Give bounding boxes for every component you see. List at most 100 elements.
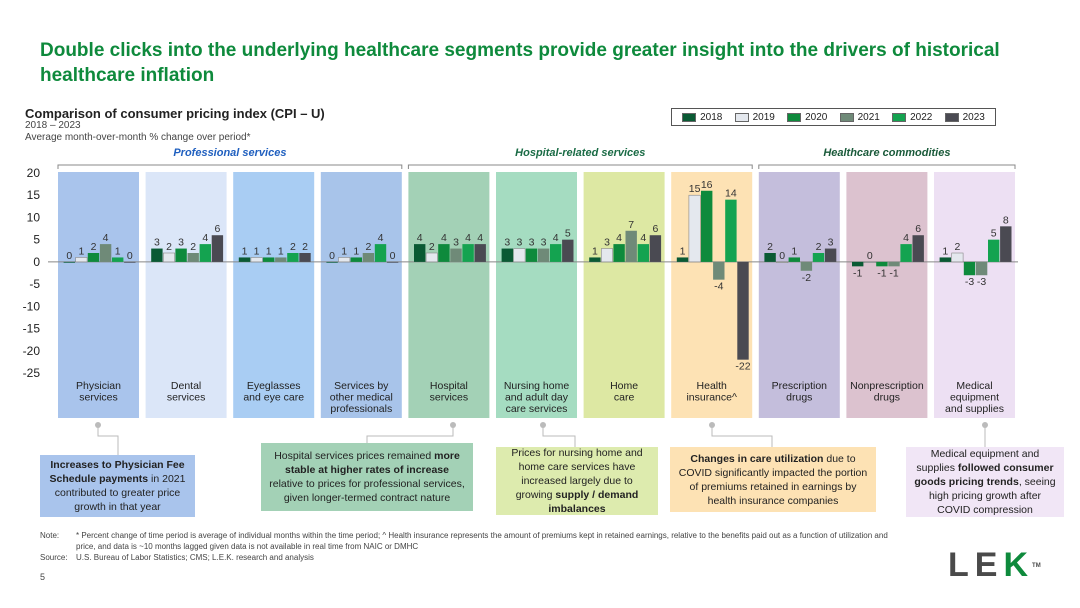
bar: [888, 261, 900, 267]
y-tick-label: 0: [33, 255, 40, 269]
category-panel: [408, 172, 490, 418]
bar-data-label: -1: [889, 267, 898, 279]
callout-text-regular: due to COVID significantly impacted the …: [678, 452, 868, 507]
legend-swatch: [682, 112, 697, 122]
y-tick-label: -20: [23, 344, 41, 358]
bar: [199, 244, 211, 262]
bar-data-label: 6: [915, 223, 921, 235]
bar: [112, 257, 124, 262]
y-tick-label: -10: [23, 299, 41, 313]
bar-data-label: 5: [991, 228, 997, 240]
logo-trademark: TM: [1032, 562, 1041, 569]
chart-legend: 2018 2019 2020 2021 2022 2023: [671, 108, 996, 126]
category-label-line: care: [614, 392, 635, 404]
bar: [852, 261, 864, 267]
callout-text-bold: supply / demand imbalances: [548, 489, 639, 515]
group-label-professional: Professional services: [173, 147, 286, 159]
bar-data-label: 2: [190, 241, 196, 253]
legend-item-2023: 2023: [944, 112, 985, 123]
legend-label: 2022: [910, 111, 933, 123]
callout-box: Prices for nursing home and home care se…: [496, 447, 658, 515]
bar-data-label: 4: [553, 232, 559, 244]
bar-data-label: 2: [166, 241, 172, 253]
callout-text: Hospital services prices remained more s…: [267, 449, 467, 505]
bar-data-label: 2: [290, 241, 296, 253]
bar: [589, 257, 601, 262]
category-label-line: Eyeglasses: [247, 380, 301, 392]
bar: [250, 257, 263, 263]
bar-data-label: 6: [652, 223, 658, 235]
bar: [725, 199, 737, 262]
bar: [438, 244, 450, 262]
bar-data-label: 0: [779, 250, 785, 262]
bar: [939, 257, 951, 262]
bar-data-label: 1: [680, 245, 686, 257]
bar: [876, 261, 888, 267]
bar: [637, 244, 649, 262]
bar: [788, 257, 800, 262]
legend-label: 2020: [805, 111, 828, 123]
bar: [299, 253, 311, 262]
category-label: Physician services: [76, 380, 121, 404]
bar-data-label: 4: [417, 232, 423, 244]
page-number: 5: [40, 572, 46, 582]
bar-data-label: 8: [1003, 214, 1009, 226]
callout-text-bold: Changes in care utilization: [690, 452, 824, 465]
bar-data-label: 3: [504, 237, 510, 249]
category-label-line: insurance^: [686, 392, 737, 404]
callout-text: Increases to Physician Fee Schedule paym…: [46, 458, 189, 514]
legend-swatch: [944, 112, 959, 122]
bar: [374, 244, 387, 262]
bar-data-label: 0: [329, 250, 335, 262]
bar: [625, 230, 637, 262]
category-label: Hospital services: [430, 380, 469, 404]
bar: [99, 244, 112, 262]
connector-line: [542, 425, 576, 447]
y-tick-label: 5: [33, 233, 40, 247]
bar-data-label: -4: [714, 281, 723, 293]
callout-box: Medical equipment and supplies followed …: [906, 447, 1064, 517]
category-label-line: Nursing home: [504, 380, 570, 392]
legend-label: 2019: [752, 111, 775, 123]
bar-data-label: 4: [903, 232, 909, 244]
bar-data-label: -3: [977, 276, 986, 288]
bar-data-label: 1: [791, 245, 797, 257]
bar-data-label: 16: [701, 179, 713, 191]
bar-data-label: -1: [853, 267, 862, 279]
bar: [613, 244, 625, 262]
bar: [800, 261, 813, 271]
bar: [326, 261, 338, 263]
bar-data-label: 2: [954, 241, 960, 253]
category-panel: [846, 172, 928, 418]
category-label: Eyeglasses and eye care: [243, 380, 304, 404]
bar-data-label: -2: [802, 272, 811, 284]
legend-swatch: [787, 112, 802, 122]
legend-item-2021: 2021: [839, 112, 880, 123]
bar-data-label: 3: [178, 237, 184, 249]
callout-text-bold: Increases to Physician Fee Schedule paym…: [49, 459, 185, 485]
y-tick-label: -5: [29, 277, 40, 291]
y-tick-label: -15: [23, 322, 41, 336]
bar-data-label: 1: [278, 245, 284, 257]
callout-text-regular: Medical equipment and supplies: [916, 448, 1040, 474]
category-panel: [934, 172, 1015, 418]
bar-data-label: 1: [115, 245, 121, 257]
callout-box: Changes in care utilization due to COVID…: [670, 447, 876, 512]
category-panel: [496, 172, 577, 418]
category-label-line: services: [430, 392, 469, 404]
bar: [124, 261, 136, 263]
bar-data-label: 0: [390, 250, 396, 262]
group-bracket-professional: [57, 164, 403, 169]
lek-logo: L E K TM: [948, 546, 1041, 585]
legend-item-2018: 2018: [682, 112, 722, 123]
bar-data-label: 6: [214, 223, 220, 235]
category-label-line: Physician: [76, 380, 121, 392]
bar: [525, 248, 538, 262]
bar: [211, 235, 224, 262]
category-label: Prescription drugs: [772, 380, 828, 404]
bar: [238, 257, 251, 262]
chart-title: Comparison of consumer pricing index (CP…: [25, 106, 325, 121]
connector-line: [366, 425, 454, 443]
bar-data-label: 4: [103, 232, 109, 244]
category-label-line: professionals: [330, 403, 392, 415]
